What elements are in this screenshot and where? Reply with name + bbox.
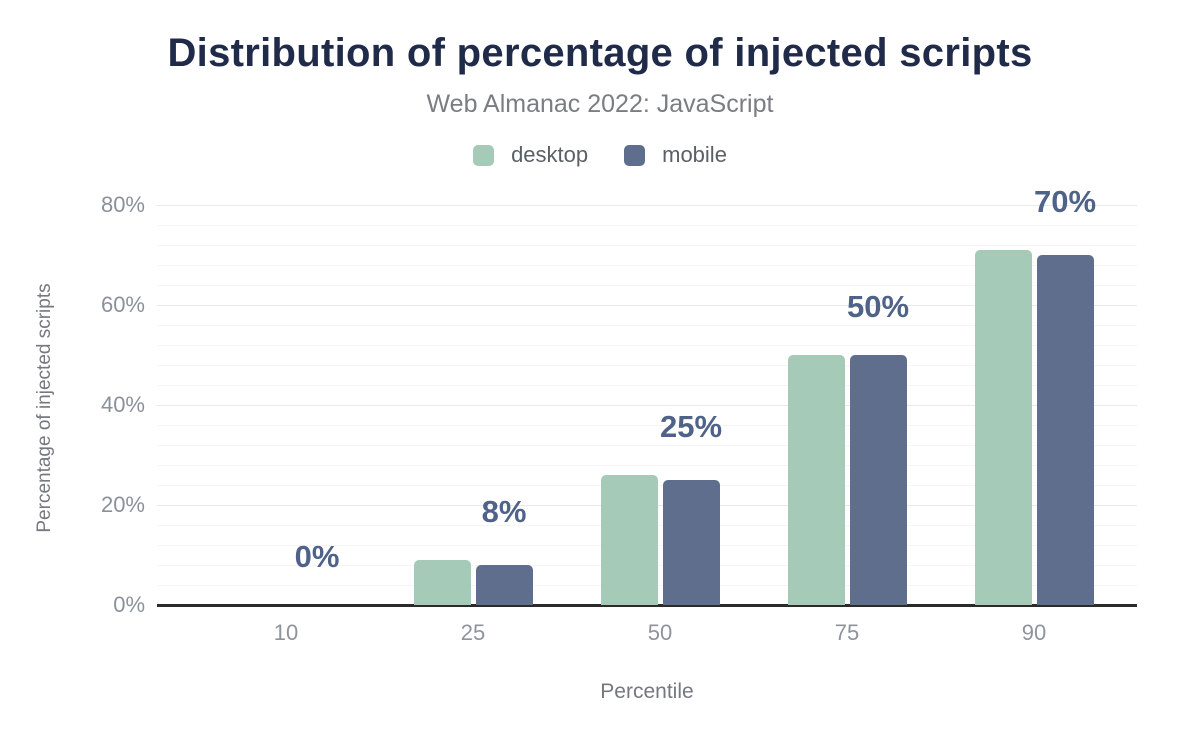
x-tick-label: 25 — [460, 620, 486, 645]
minor-gridline — [157, 284, 1137, 286]
minor-gridline — [157, 344, 1137, 346]
minor-gridline — [157, 224, 1137, 226]
legend: desktop mobile — [0, 142, 1200, 168]
y-tick-label: 80% — [100, 192, 145, 217]
chart-title: Distribution of percentage of injected s… — [167, 31, 1033, 75]
x-tick-label: 90 — [1021, 620, 1047, 645]
x-tick-label: 75 — [834, 620, 860, 645]
bar-mobile-p25[interactable] — [475, 565, 533, 605]
bar-value-label: 50% — [846, 289, 910, 324]
chart-subtitle: Web Almanac 2022: JavaScript — [426, 90, 774, 118]
plot-area: 0% 8% 25% 50% 70% — [157, 184, 1137, 607]
minor-gridline — [157, 264, 1137, 266]
bar-mobile-p50[interactable] — [662, 480, 720, 605]
y-tick-label: 20% — [100, 492, 145, 517]
minor-gridline — [157, 244, 1137, 246]
minor-gridline — [157, 444, 1137, 446]
bar-desktop-p75[interactable] — [787, 355, 845, 605]
y-tick-label: 40% — [100, 392, 145, 417]
y-tick-label: 60% — [100, 292, 145, 317]
major-gridline — [157, 304, 1137, 306]
bar-desktop-p50[interactable] — [600, 475, 658, 605]
minor-gridline — [157, 384, 1137, 386]
mobile-swatch — [624, 144, 646, 166]
legend-item-desktop: desktop — [473, 142, 588, 168]
desktop-swatch — [473, 144, 495, 166]
legend-desktop-label: desktop — [511, 142, 589, 167]
bar-desktop-p25[interactable] — [413, 560, 471, 605]
bar-desktop-p90[interactable] — [974, 250, 1032, 605]
bar-value-label: 70% — [1033, 184, 1097, 219]
minor-gridline — [157, 464, 1137, 466]
minor-gridline — [157, 324, 1137, 326]
minor-gridline — [157, 424, 1137, 426]
bar-mobile-p75[interactable] — [849, 355, 907, 605]
bar-mobile-p90[interactable] — [1036, 255, 1094, 605]
legend-mobile-label: mobile — [662, 142, 727, 167]
x-axis-line — [157, 604, 1137, 607]
x-tick-label: 50 — [647, 620, 673, 645]
x-axis-title: Percentile — [600, 680, 694, 703]
bar-value-label: 25% — [659, 409, 723, 444]
major-gridline — [157, 204, 1137, 206]
bar-value-label: 8% — [481, 494, 527, 529]
major-gridline — [157, 404, 1137, 406]
minor-gridline — [157, 364, 1137, 366]
y-tick-label: 0% — [113, 592, 145, 617]
x-tick-label: 10 — [273, 620, 299, 645]
bar-value-label: 0% — [294, 539, 340, 574]
legend-item-mobile: mobile — [624, 142, 727, 168]
